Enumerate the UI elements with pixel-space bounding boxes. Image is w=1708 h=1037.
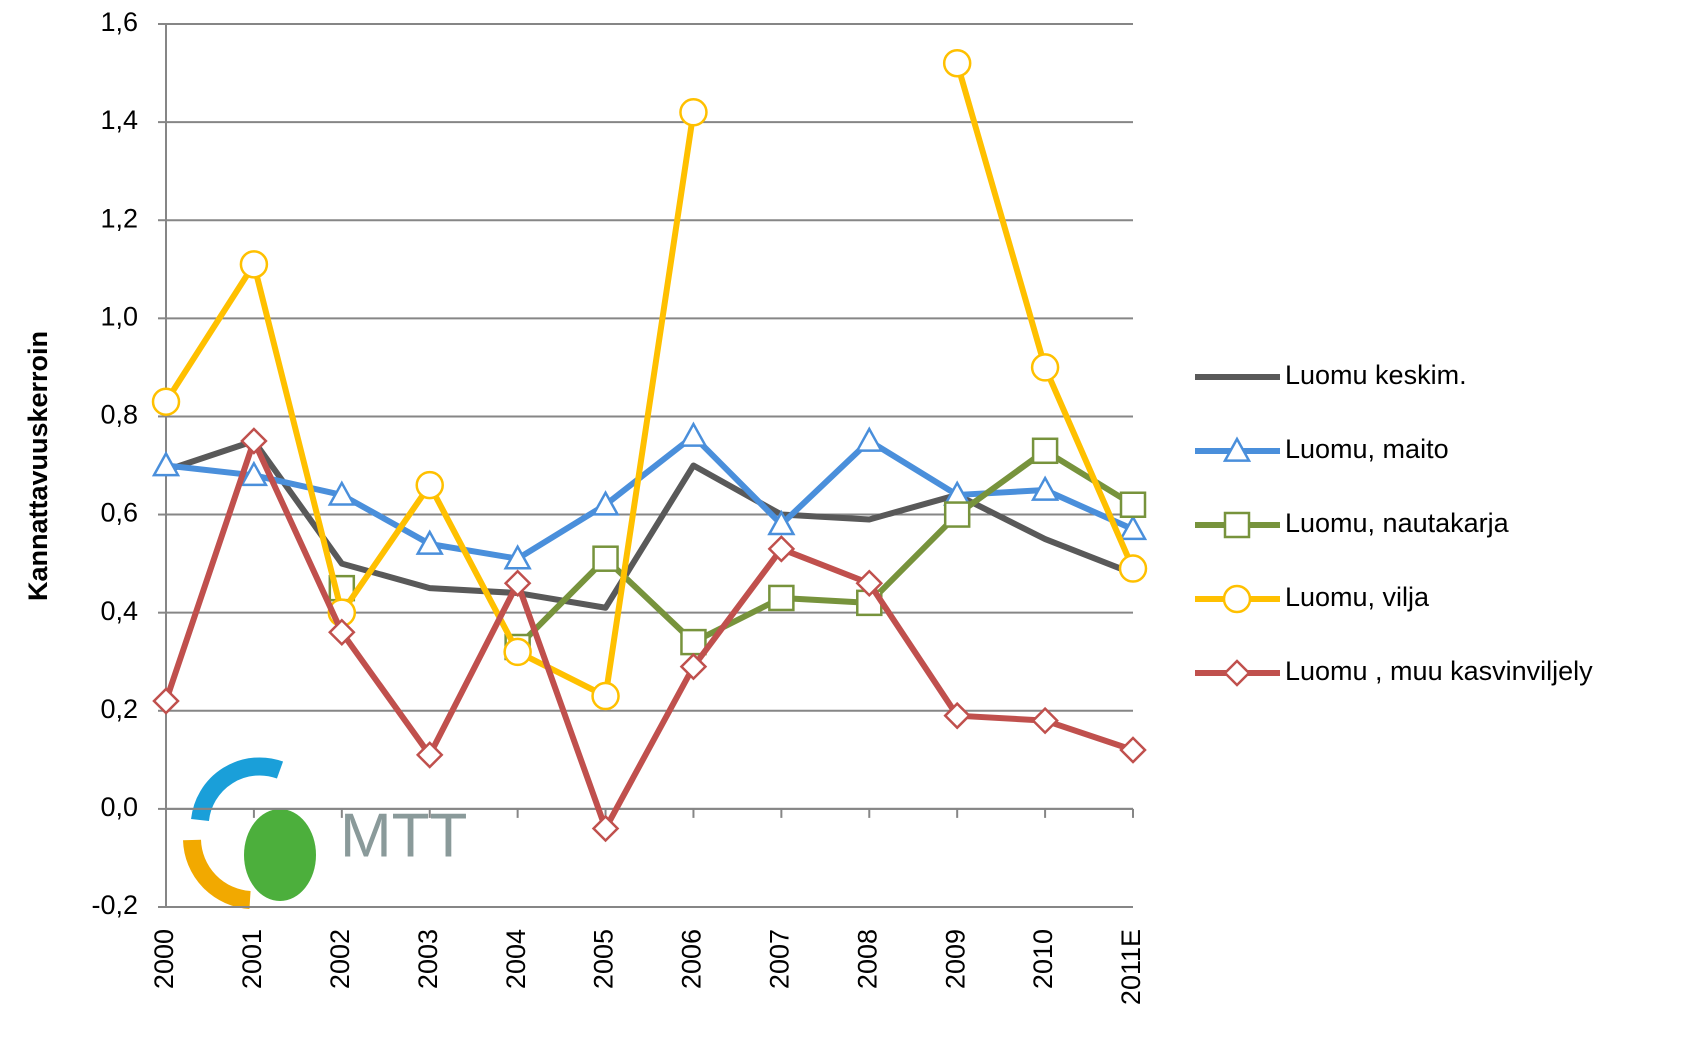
- marker: [591, 814, 620, 843]
- marker: [151, 450, 181, 477]
- legend-label: Luomu, nautakarja: [1285, 508, 1510, 538]
- marker: [1031, 706, 1059, 735]
- x-tick-label: 2001: [237, 929, 267, 989]
- x-tick-label: 2002: [325, 929, 355, 989]
- x-tick-label: 2000: [149, 929, 179, 989]
- y-tick-label: 0,4: [100, 596, 138, 626]
- y-tick-label: 1,2: [100, 203, 138, 233]
- marker: [239, 460, 269, 487]
- marker: [679, 652, 708, 681]
- marker: [503, 544, 532, 570]
- marker: [855, 569, 884, 598]
- marker: [1118, 554, 1148, 583]
- legend-marker: [1223, 659, 1251, 687]
- series-line: [165, 437, 1135, 611]
- marker: [591, 681, 620, 711]
- x-tick-label: 2011E: [1116, 929, 1146, 1005]
- marker: [328, 618, 356, 647]
- y-tick-label: 0,6: [100, 498, 138, 528]
- marker: [240, 427, 268, 455]
- marker: [152, 687, 180, 715]
- marker: [415, 529, 444, 555]
- logo-text: MTT: [340, 801, 467, 870]
- logo: MTT: [183, 757, 467, 909]
- x-tick-label: 2007: [764, 929, 794, 989]
- legend-marker: [1222, 584, 1252, 614]
- marker: [151, 387, 181, 416]
- marker: [1030, 353, 1060, 382]
- marker: [767, 509, 796, 536]
- y-axis-title: Kannattavuuskerroin: [23, 331, 53, 601]
- marker: [943, 501, 971, 528]
- marker: [1030, 475, 1060, 501]
- marker: [942, 48, 972, 78]
- marker: [592, 545, 619, 572]
- y-tick-label: -0,2: [91, 890, 138, 920]
- marker: [1119, 491, 1147, 518]
- marker: [855, 426, 884, 452]
- legend-marker: [1222, 436, 1252, 462]
- series-line: [165, 433, 1135, 562]
- y-tick-label: 0,2: [100, 694, 138, 724]
- series-line: [163, 437, 1134, 832]
- marker: [415, 470, 444, 500]
- marker: [1118, 514, 1148, 541]
- legend-label: Luomu keskim.: [1285, 360, 1467, 390]
- marker: [768, 584, 795, 612]
- marker: [679, 421, 708, 447]
- legend-label: Luomu, vilja: [1285, 582, 1430, 612]
- series-line: [515, 447, 1135, 650]
- marker: [943, 701, 971, 730]
- y-tick-label: 1,4: [100, 105, 138, 135]
- y-tick-label: 1,6: [100, 7, 138, 37]
- x-tick-label: 2006: [677, 929, 707, 989]
- legend-marker: [1223, 511, 1251, 539]
- marker: [415, 741, 444, 769]
- marker: [1031, 437, 1059, 465]
- x-tick-label: 2010: [1028, 929, 1058, 989]
- marker: [239, 250, 269, 279]
- y-tick-label: 0,0: [100, 792, 138, 822]
- x-tick-label: 2009: [940, 929, 970, 989]
- x-tick-label: 2008: [852, 929, 882, 989]
- marker: [767, 535, 796, 563]
- x-tick-label: 2005: [589, 929, 619, 989]
- legend-label: Luomu , muu kasvinviljely: [1285, 656, 1593, 686]
- marker: [503, 569, 532, 598]
- x-tick-label: 2004: [501, 929, 531, 989]
- marker: [327, 480, 356, 506]
- marker: [503, 637, 532, 667]
- marker: [1119, 736, 1147, 764]
- y-tick-label: 0,8: [100, 400, 138, 430]
- x-tick-label: 2003: [413, 929, 443, 989]
- marker: [679, 98, 708, 127]
- marker: [591, 490, 620, 516]
- legend-label: Luomu, maito: [1285, 434, 1449, 464]
- y-tick-label: 1,0: [100, 301, 138, 331]
